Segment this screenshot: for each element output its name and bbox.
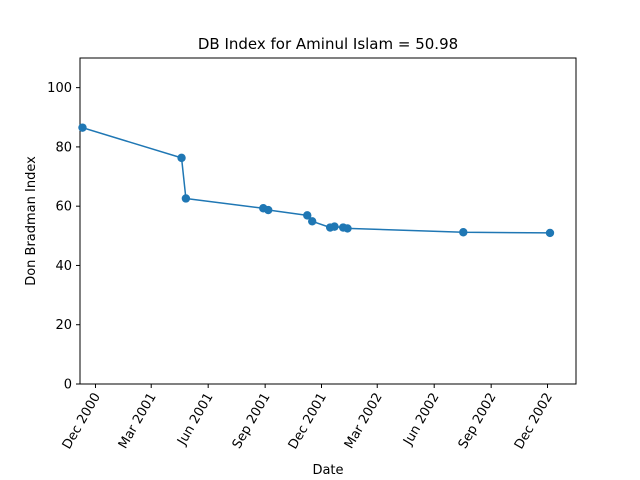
- chart-title: DB Index for Aminul Islam = 50.98: [198, 35, 458, 53]
- x-tick-label: Jun 2002: [400, 391, 442, 449]
- data-point: [177, 153, 186, 163]
- data-point: [78, 123, 87, 132]
- series-layer: [78, 123, 555, 238]
- data-point: [330, 222, 339, 231]
- series-line: [82, 126, 550, 234]
- y-tick-label: 20: [55, 318, 72, 333]
- y-axis-label: Don Bradman Index: [24, 156, 39, 286]
- data-point: [181, 194, 191, 203]
- x-axis-label: Date: [312, 463, 343, 478]
- y-tick-label: 40: [55, 259, 72, 274]
- x-tick-label: Sep 2002: [456, 391, 500, 452]
- x-tick-label: Mar 2002: [342, 391, 386, 452]
- data-point: [459, 228, 468, 237]
- plot-area: [79, 57, 577, 385]
- y-tick-label: 100: [47, 81, 72, 96]
- y-tick-label: 0: [64, 378, 72, 393]
- data-point: [303, 211, 312, 220]
- x-tick-label: Dec 2000: [60, 391, 104, 453]
- data-point: [308, 217, 317, 226]
- x-tick-label: Mar 2001: [116, 391, 160, 452]
- x-tick-label: Sep 2001: [230, 391, 274, 452]
- y-tick-label: 80: [55, 140, 72, 155]
- data-point: [545, 228, 555, 238]
- data-point: [343, 224, 352, 233]
- y-tick-label: 60: [55, 200, 72, 215]
- x-tick-label: Dec 2001: [286, 391, 330, 453]
- data-point: [264, 205, 273, 215]
- x-tick-label: Jun 2001: [174, 391, 216, 449]
- x-axis: Dec 2000 Mar 2001 Jun 2001 Sep 2001 Dec 2001…: [60, 384, 556, 452]
- x-tick-label: Dec 2002: [512, 391, 556, 453]
- y-axis: 0 20 40 60 80 100: [47, 81, 80, 393]
